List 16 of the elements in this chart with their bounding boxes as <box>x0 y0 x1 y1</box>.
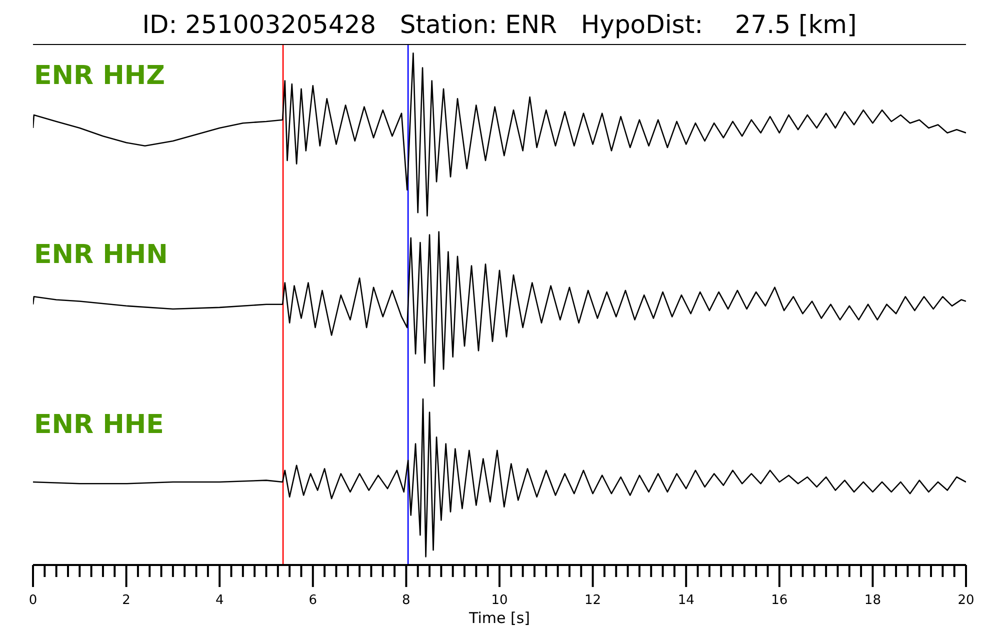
x-axis-title: Time [s] <box>468 609 530 627</box>
x-tick-label: 0 <box>28 593 38 608</box>
x-tick-label: 10 <box>491 593 508 608</box>
chart-title: ID: 251003205428 Station: ENR HypoDist: 27.5 [km] <box>33 8 966 45</box>
x-tick-label: 18 <box>864 593 881 608</box>
series-label: ENR HHE <box>34 410 164 440</box>
x-tick-label: 8 <box>402 593 410 608</box>
x-tick-label: 4 <box>215 593 224 608</box>
x-tick-label: 6 <box>308 593 318 608</box>
x-tick-label: 20 <box>958 593 974 608</box>
x-tick-label: 2 <box>122 593 130 608</box>
series-label: ENR HHZ <box>34 61 165 91</box>
series-label: ENR HHN <box>34 240 168 270</box>
x-tick-label: 16 <box>771 593 788 608</box>
x-tick-label: 12 <box>584 593 602 608</box>
x-tick-label: 14 <box>678 593 694 608</box>
